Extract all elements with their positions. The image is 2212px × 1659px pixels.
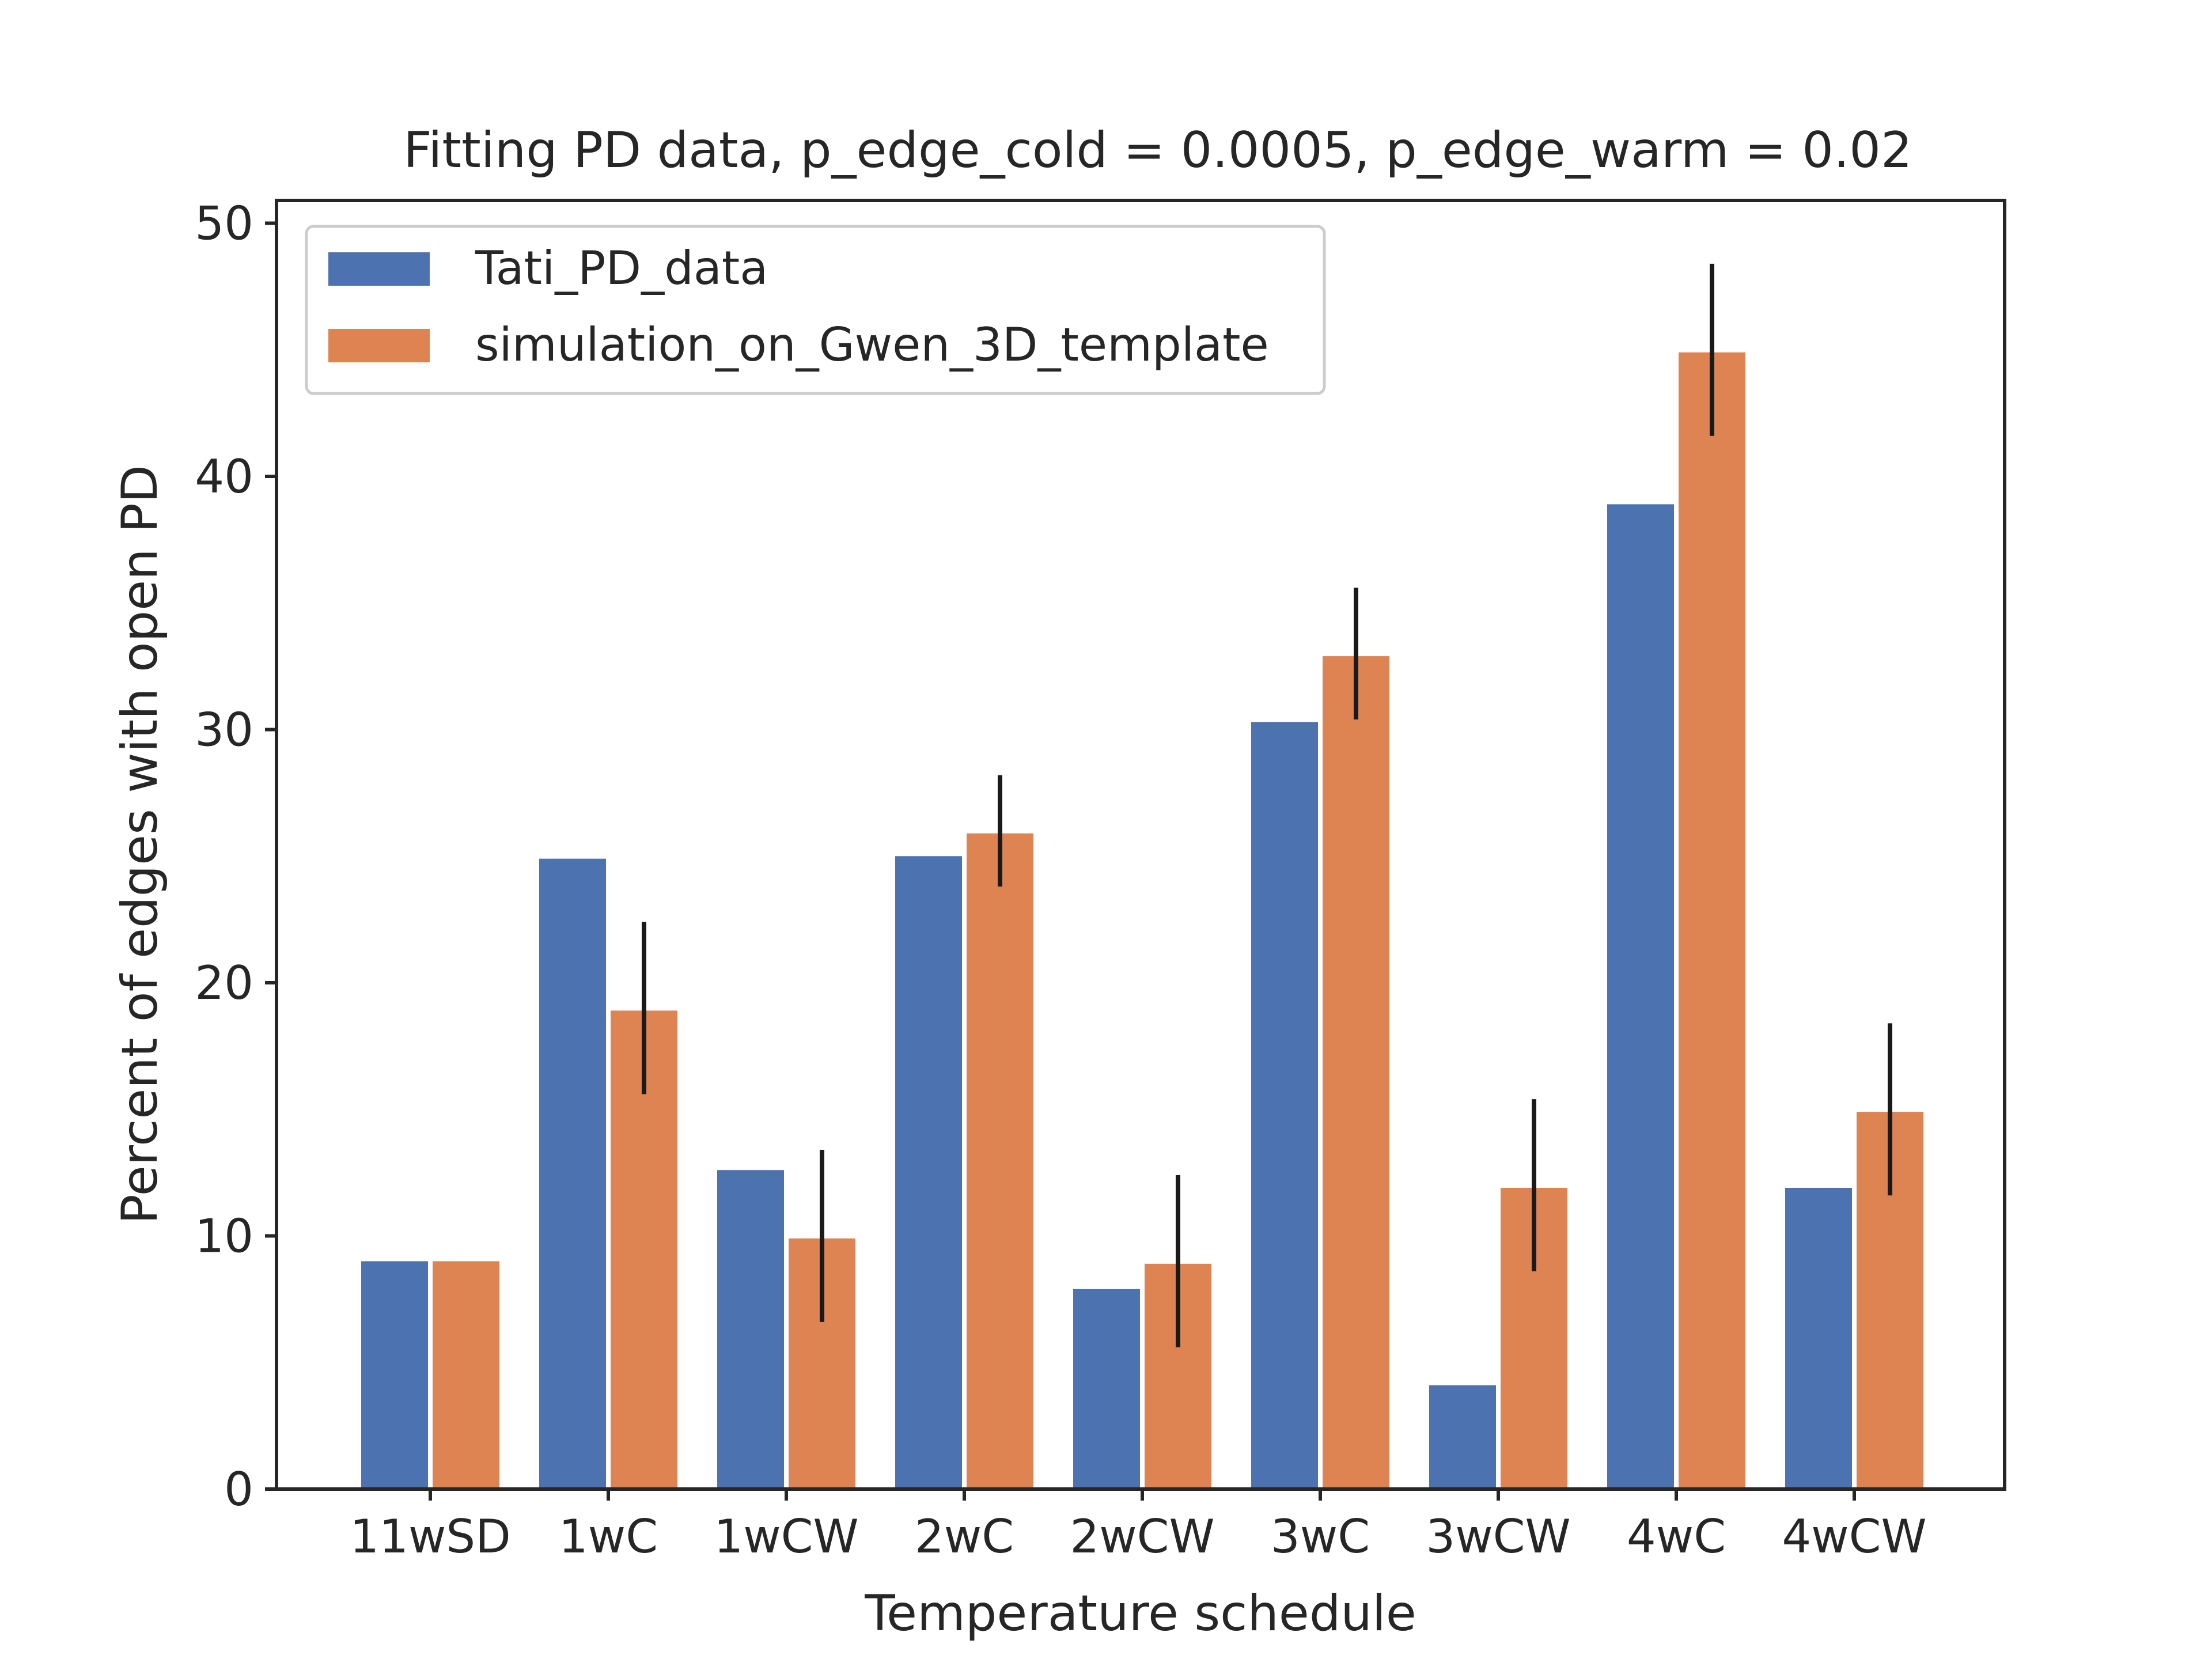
bar-Tati_PD_data-2wCW	[1073, 1289, 1140, 1489]
bar-Tati_PD_data-1wC	[539, 858, 606, 1489]
x-tick-label: 11wSD	[350, 1510, 511, 1563]
x-tick-label: 2wCW	[1070, 1510, 1214, 1563]
error-bars-layer	[642, 263, 1892, 1347]
y-tick-label: 20	[195, 956, 253, 1010]
legend-entry-label: Tati_PD_data	[475, 241, 768, 295]
x-tick-label: 1wC	[559, 1510, 658, 1563]
bar-Tati_PD_data-3wC	[1251, 722, 1318, 1489]
legend-entry-label: simulation_on_Gwen_3D_template	[475, 318, 1269, 372]
bar-simulation_on_Gwen_3D_template-3wC	[1323, 656, 1389, 1489]
bar-Tati_PD_data-1wCW	[717, 1170, 784, 1489]
bar-Tati_PD_data-2wC	[895, 856, 962, 1489]
x-axis: 11wSD 1wC 1wCW 2wC 2wCW 3wC 3wCW 4wC 4wCW	[350, 1489, 1927, 1563]
legend: Tati_PD_data simulation_on_Gwen_3D_templa…	[305, 225, 1326, 395]
bars-layer	[361, 352, 1923, 1490]
legend-frame	[305, 225, 1326, 395]
y-tick-label: 30	[195, 703, 253, 757]
y-tick-label: 40	[195, 450, 253, 503]
bar-simulation_on_Gwen_3D_template-4wC	[1679, 352, 1745, 1489]
bar-simulation_on_Gwen_3D_template-11wSD	[433, 1261, 499, 1489]
y-tick-label: 0	[224, 1463, 253, 1516]
x-tick-label: 1wCW	[714, 1510, 858, 1563]
legend-swatch	[328, 329, 430, 362]
y-tick-label: 10	[195, 1210, 253, 1263]
x-axis-label: Temperature schedule	[864, 1585, 1416, 1642]
x-tick-label: 3wC	[1271, 1510, 1370, 1563]
bar-Tati_PD_data-4wCW	[1785, 1188, 1852, 1489]
bar-Tati_PD_data-3wCW	[1429, 1385, 1496, 1489]
x-tick-label: 2wC	[915, 1510, 1014, 1563]
x-tick-label: 3wCW	[1426, 1510, 1570, 1563]
legend-swatch	[328, 252, 430, 286]
bar-simulation_on_Gwen_3D_template-2wC	[967, 833, 1033, 1489]
y-tick-label: 50	[195, 197, 253, 251]
bar-Tati_PD_data-11wSD	[361, 1261, 428, 1489]
bar-Tati_PD_data-4wC	[1607, 504, 1674, 1490]
x-tick-label: 4wC	[1627, 1510, 1726, 1563]
y-axis: 0 10 20 30 40 50	[195, 197, 276, 1516]
chart-title: Fitting PD data, p_edge_cold = 0.0005, p…	[403, 122, 1912, 179]
x-tick-label: 4wCW	[1782, 1510, 1926, 1563]
y-axis-label: Percent of edges with open PD	[111, 465, 169, 1224]
